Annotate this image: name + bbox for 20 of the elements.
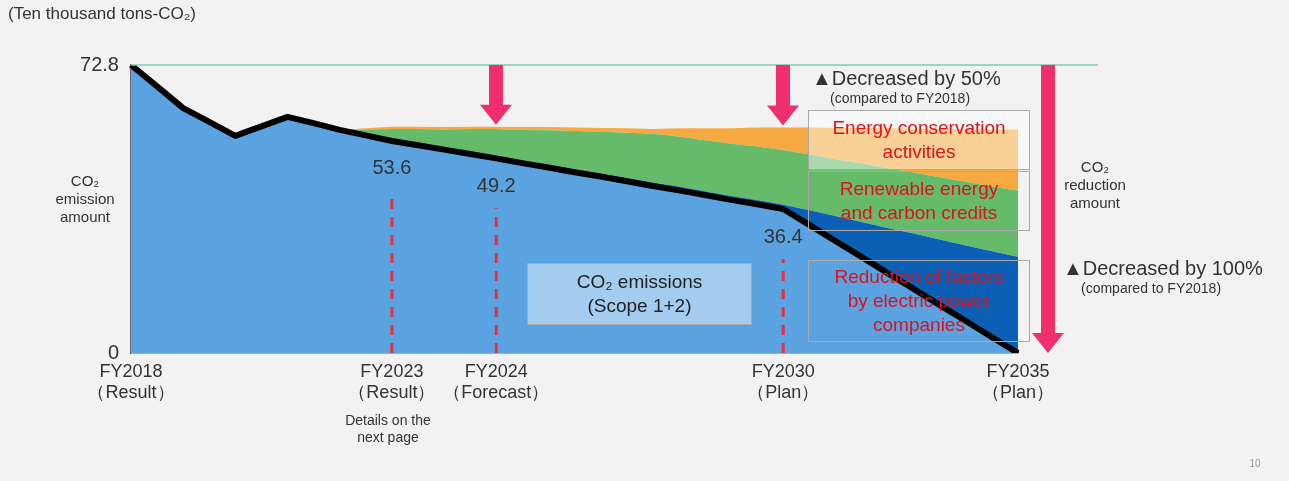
- text-box: CO₂ emissions (Scope 1+2): [527, 263, 752, 325]
- text: CO₂ emission amount: [54, 172, 116, 226]
- x-tick-label: FY2030 （Plan）: [747, 360, 820, 403]
- text-box: Renewable energy and carbon credits: [808, 171, 1030, 231]
- text: ▲Decreased by 100% (compared to FY2018): [1063, 256, 1264, 297]
- y-tick-label: 72.8: [80, 52, 119, 75]
- text: 10: [1248, 458, 1262, 470]
- x-tick-label: FY2023 （Result）: [348, 360, 436, 403]
- x-tick-label: FY2018 （Result）: [87, 360, 175, 403]
- text-box: Energy conservation activities: [808, 110, 1030, 170]
- y-axis-title: (Ten thousand tons-CO₂): [8, 4, 197, 24]
- annotation: ▲Decreased by 50% (compared to FY2018): [812, 66, 1002, 107]
- x-tick-label: FY2035 （Plan）: [981, 360, 1055, 403]
- text: CO₂ reduction amount: [1063, 158, 1127, 212]
- x-tick-label: FY2024 （Forecast）: [443, 360, 550, 403]
- data-label: 49.2: [476, 173, 516, 196]
- data-label: 36.4: [763, 224, 803, 247]
- text: Details on the next page: [344, 412, 432, 446]
- data-label: 53.6: [372, 156, 412, 179]
- y-tick-label: 0: [107, 340, 119, 363]
